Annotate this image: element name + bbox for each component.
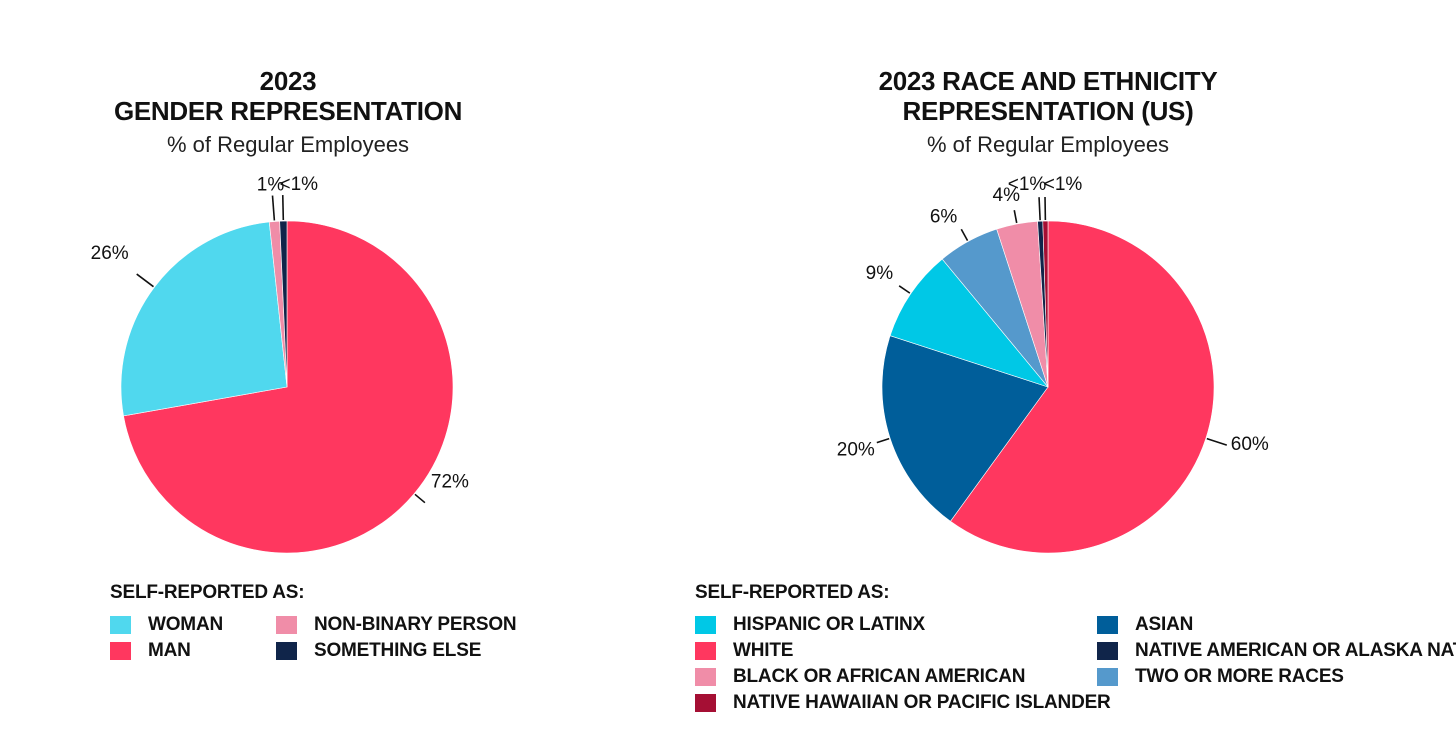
gender-legend-item-something-else: SOMETHING ELSE (276, 640, 481, 662)
race-legend-title: SELF-REPORTED AS: (695, 582, 890, 603)
race-legend-item-asian: ASIAN (1097, 614, 1193, 636)
gender-legend-item-man: MAN (110, 640, 191, 662)
race-title-line2: REPRESENTATION (US) (902, 96, 1194, 126)
race-leader-black-or-african-american (1013, 210, 1018, 224)
gender-chart-title: 2023 GENDER REPRESENTATION (0, 66, 576, 126)
race-legend-swatch-asian (1097, 616, 1118, 634)
race-leader-asian (876, 437, 890, 444)
gender-leader-woman (136, 273, 154, 288)
race-chart-panel: 2023 RACE AND ETHNICITY REPRESENTATION (… (680, 0, 1456, 749)
gender-legend-swatch-woman (110, 616, 131, 634)
gender-chart-subtitle: % of Regular Employees (166, 132, 410, 157)
gender-slice-something-else (279, 220, 288, 388)
race-legend-item-native-hawaiian-or-pacific-islander: NATIVE HAWAIIAN OR PACIFIC ISLANDER (695, 692, 1111, 714)
race-chart-subtitle: % of Regular Employees (926, 132, 1170, 157)
race-legend-label-two-or-more-races: TWO OR MORE RACES (1135, 666, 1344, 687)
race-label-two-or-more-races: 6% (930, 206, 958, 227)
race-legend-swatch-native-hawaiian-or-pacific-islander (695, 694, 716, 712)
gender-legend-item-non-binary-person: NON-BINARY PERSON (276, 614, 517, 636)
gender-slice-woman (120, 221, 288, 417)
race-legend-label-native-hawaiian-or-pacific-islander: NATIVE HAWAIIAN OR PACIFIC ISLANDER (733, 692, 1111, 713)
gender-legend-swatch-man (110, 642, 131, 660)
race-leader-hispanic-or-latinx (898, 285, 911, 294)
gender-leader-something-else (281, 195, 285, 221)
race-leader-two-or-more-races (960, 228, 969, 242)
race-label-native-american-or-alaska-native: <1% (1008, 174, 1047, 195)
gender-label-woman: 26% (91, 243, 129, 264)
race-legend-item-hispanic-or-latinx: HISPANIC OR LATINX (695, 614, 925, 636)
race-chart-title: 2023 RACE AND ETHNICITY REPRESENTATION (… (680, 66, 1416, 126)
race-slice-native-hawaiian-or-pacific-islander (1042, 220, 1049, 388)
race-pie-chart: 60%20%9%6%4%<1%<1% (837, 174, 1269, 554)
race-label-white: 60% (1231, 434, 1269, 455)
race-label-black-or-african-american: 4% (993, 185, 1021, 206)
gender-leader-man (414, 493, 426, 504)
race-label-hispanic-or-latinx: 9% (866, 263, 894, 284)
race-legend-swatch-native-american-or-alaska-native (1097, 642, 1118, 660)
race-legend-swatch-white (695, 642, 716, 660)
gender-leader-non-binary-person (271, 195, 276, 221)
race-legend-item-two-or-more-races: TWO OR MORE RACES (1097, 666, 1344, 688)
gender-label-something-else: <1% (279, 174, 318, 195)
gender-legend-item-woman: WOMAN (110, 614, 223, 636)
race-slice-hispanic-or-latinx (889, 258, 1049, 388)
race-legend-swatch-two-or-more-races (1097, 668, 1118, 686)
race-leader-native-american-or-alaska-native (1038, 197, 1041, 221)
race-slice-white (950, 220, 1215, 554)
gender-label-man: 72% (431, 472, 469, 493)
gender-slice-man (123, 220, 454, 554)
race-leader-white (1206, 437, 1228, 446)
gender-title-line2: GENDER REPRESENTATION (113, 96, 463, 126)
race-legend-label-asian: ASIAN (1135, 614, 1194, 635)
race-legend-label-native-american-or-alaska-native: NATIVE AMERICAN OR ALASKA NATIVE (1135, 640, 1456, 661)
race-legend-label-white: WHITE (733, 640, 794, 661)
gender-legend-title: SELF-REPORTED AS: (110, 582, 305, 603)
race-label-asian: 20% (837, 440, 875, 461)
gender-pie-chart: 72% 26% 1%<1% (91, 174, 469, 554)
gender-title-line1: 2023 (259, 66, 317, 96)
race-legend-item-white: WHITE (695, 640, 793, 662)
gender-legend-label-woman: WOMAN (148, 614, 223, 635)
gender-chart-panel: 2023 GENDER REPRESENTATION % of Regular … (0, 0, 680, 749)
race-legend-swatch-black-or-african-american (695, 668, 716, 686)
race-legend-label-black-or-african-american: BLACK OR AFRICAN AMERICAN (733, 666, 1026, 687)
gender-legend-label-something-else: SOMETHING ELSE (314, 640, 482, 661)
gender-legend-swatch-something-else (276, 642, 297, 660)
race-slice-asian (881, 335, 1049, 522)
gender-legend-swatch-non-binary-person (276, 616, 297, 634)
gender-legend-label-man: MAN (148, 640, 191, 661)
gender-label-non-binary-person: 1% (257, 175, 285, 196)
gender-legend-label-non-binary-person: NON-BINARY PERSON (314, 614, 517, 635)
race-legend-swatch-hispanic-or-latinx (695, 616, 716, 634)
race-title-line1: 2023 RACE AND ETHNICITY (878, 66, 1218, 96)
race-label-native-hawaiian-or-pacific-islander: <1% (1044, 174, 1083, 195)
race-legend-label-hispanic-or-latinx: HISPANIC OR LATINX (733, 614, 926, 635)
race-legend-item-native-american-or-alaska-native: NATIVE AMERICAN OR ALASKA NATIVE (1097, 640, 1456, 662)
race-legend-item-black-or-african-american: BLACK OR AFRICAN AMERICAN (695, 666, 1025, 688)
